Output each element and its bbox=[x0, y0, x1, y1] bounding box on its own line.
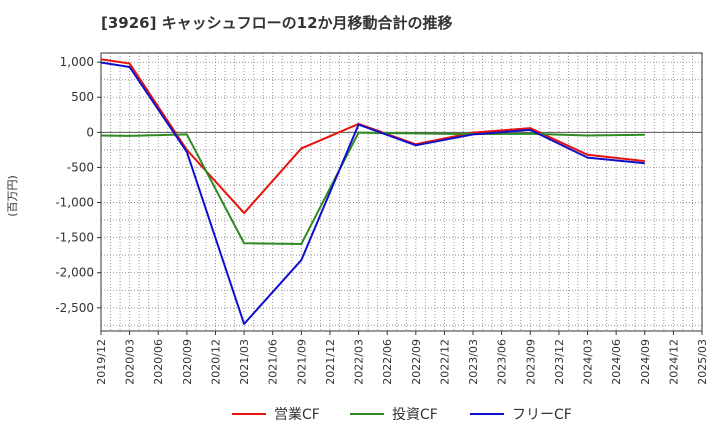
x-axis: 2019/12 2020/03 2020/06 2020/09 2020/12 2021/… bbox=[95, 331, 709, 385]
x-tick-label: 2020/12 bbox=[209, 339, 222, 385]
legend-label: 営業CF bbox=[274, 407, 320, 423]
legend-label: フリーCF bbox=[512, 407, 572, 423]
y-tick-label: 500 bbox=[71, 90, 94, 104]
y-tick-label: -2,500 bbox=[55, 301, 94, 315]
legend-label: 投資CF bbox=[392, 407, 438, 423]
y-axis: 1,000 500 0 -500 -1,000 -1,500 -2,000 -2,500 bbox=[55, 55, 101, 315]
x-tick-label: 2020/03 bbox=[124, 339, 137, 385]
x-tick-label: 2021/12 bbox=[324, 339, 337, 385]
x-tick-label: 2022/06 bbox=[381, 339, 394, 385]
x-tick-label: 2025/03 bbox=[696, 339, 709, 385]
grid bbox=[101, 53, 702, 331]
x-tick-label: 2021/09 bbox=[295, 339, 308, 385]
x-tick-label: 2020/09 bbox=[181, 339, 194, 385]
series-line-1 bbox=[100, 58, 645, 215]
y-tick-label: -500 bbox=[67, 160, 94, 174]
plot-frame bbox=[100, 52, 703, 332]
y-tick-label: -1,500 bbox=[55, 231, 94, 245]
x-tick-label: 2022/09 bbox=[410, 339, 423, 385]
x-tick-label: 2024/09 bbox=[639, 339, 652, 385]
x-tick-label: 2024/03 bbox=[582, 339, 595, 385]
y-axis-label: (百万円) bbox=[6, 175, 19, 217]
y-tick-label: -2,000 bbox=[55, 266, 94, 280]
x-tick-label: 2022/12 bbox=[438, 339, 451, 385]
x-tick-label: 2024/06 bbox=[610, 339, 623, 385]
series-group bbox=[100, 58, 645, 325]
x-tick-label: 2020/06 bbox=[152, 339, 165, 385]
series-line-2 bbox=[100, 131, 645, 245]
y-tick-label: -1,000 bbox=[55, 196, 94, 210]
series-line-3 bbox=[100, 61, 645, 325]
x-tick-label: 2023/09 bbox=[524, 339, 537, 385]
y-tick-label: 1,000 bbox=[60, 55, 94, 69]
y-tick-label: 0 bbox=[86, 125, 94, 139]
x-tick-label: 2024/12 bbox=[667, 339, 680, 385]
x-tick-label: 2019/12 bbox=[95, 339, 108, 385]
legend: 営業CF 投資CF フリーCF bbox=[232, 407, 572, 423]
chart-title: [3926] キャッシュフローの12か月移動合計の推移 bbox=[101, 14, 453, 32]
x-tick-label: 2023/12 bbox=[553, 339, 566, 385]
x-tick-label: 2023/03 bbox=[467, 339, 480, 385]
x-tick-label: 2021/03 bbox=[238, 339, 251, 385]
x-tick-label: 2021/06 bbox=[267, 339, 280, 385]
x-tick-label: 2023/06 bbox=[496, 339, 509, 385]
x-tick-label: 2022/03 bbox=[353, 339, 366, 385]
